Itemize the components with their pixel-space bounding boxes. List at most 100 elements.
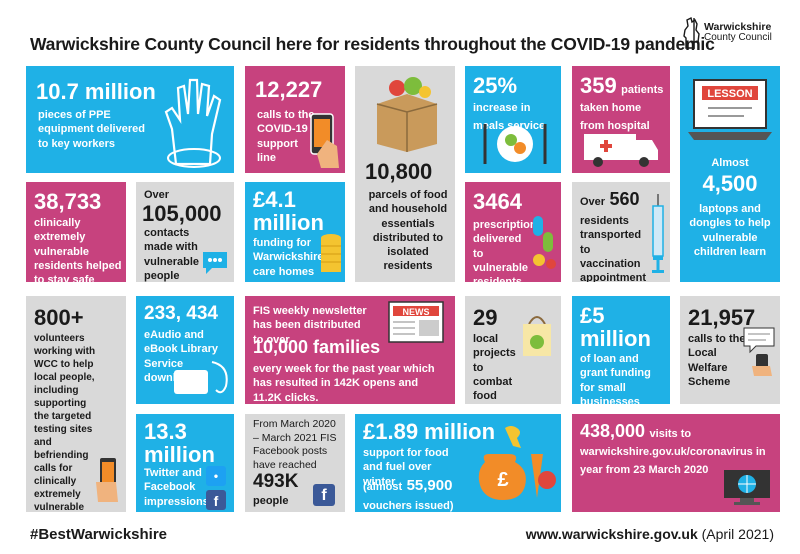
patients-text: patients taken home from hospital xyxy=(580,84,664,132)
contacts-value: 105,000 xyxy=(142,201,222,226)
meals-value: 25% xyxy=(473,73,518,98)
tile-facebook: From March 2020 – March 2021 FIS Faceboo… xyxy=(245,414,345,512)
tile-newsletter: FIS weekly newsletter has been distribut… xyxy=(245,296,455,404)
bag-apple-icon xyxy=(523,316,551,356)
tile-parcels: 10,800 parcels of food and household ess… xyxy=(355,66,455,282)
tile-library: 233, 434 eAudio and eBook Library Servic… xyxy=(136,296,234,404)
parcels-text: parcels of food and household essentials… xyxy=(368,189,448,273)
monitor-globe-icon xyxy=(724,470,770,505)
facebook-value: 493K xyxy=(253,471,299,492)
loans-text: of loan and grant funding for small busi… xyxy=(580,353,651,404)
transport-value: 560 xyxy=(609,189,640,209)
coin-stack-icon xyxy=(321,234,341,272)
visits-text: visits to warwickshire.gov.uk/coronaviru… xyxy=(580,428,766,476)
contacts-text: contacts made with vulnerable people xyxy=(144,227,200,282)
meals-text: increase in meals service xyxy=(473,101,546,132)
lesson-sign: LESSON xyxy=(707,88,752,100)
contacts-pre: Over xyxy=(144,189,170,201)
tile-transport: Over 560 residents transported to vaccin… xyxy=(572,182,670,282)
twitter-value: 13.3 million xyxy=(144,419,215,468)
food-value2: 55,900 xyxy=(406,477,453,494)
tile-funding: £4.1 million funding for Warwickshire ca… xyxy=(245,182,345,282)
chat-bubble-icon xyxy=(203,252,227,274)
logo-line1: Warwickshire xyxy=(704,21,772,33)
library-value: 233, 434 xyxy=(144,303,218,324)
projects-text: local projects to combat food poverty xyxy=(473,333,516,403)
twitter-text: Twitter and Facebook impressions xyxy=(144,467,209,508)
laptops-text: laptops and dongles to help vulnerable c… xyxy=(689,203,771,258)
laptops-value: 4,500 xyxy=(702,171,758,196)
twitter-icon: • xyxy=(206,466,226,486)
tile-ppe: 10.7 million pieces of PPE equipment del… xyxy=(26,66,234,173)
tile-prescriptions: 3464 prescriptions delivered to vulnerab… xyxy=(465,182,561,282)
calls-text: calls to the COVID-19 support line xyxy=(257,109,315,164)
transport-text: residents transported to vaccination app… xyxy=(580,215,646,282)
volunteers-value: 800+ xyxy=(34,305,84,330)
loans-value: £5 million xyxy=(580,303,651,352)
food-text3: (almost xyxy=(363,481,403,493)
welfare-value: 21,957 xyxy=(688,305,756,330)
headphones-tablet-icon xyxy=(174,361,228,394)
welfare-text: calls to the Local Welfare Scheme xyxy=(688,333,746,388)
volunteers-text: volunteers working with WCC to help loca… xyxy=(34,333,96,512)
pills-icon xyxy=(533,216,556,269)
website-link[interactable]: www.warwickshire.gov.uk xyxy=(525,526,698,542)
laptop-icon: LESSON xyxy=(688,79,772,140)
footer-date: (April 2021) xyxy=(701,526,774,542)
tile-volunteers: 800+ volunteers working with WCC to help… xyxy=(26,296,126,512)
svg-text:£: £ xyxy=(497,469,508,491)
vulnerable-text: clinically extremely vulnerable resident… xyxy=(34,217,122,282)
hand-phone-icon xyxy=(96,458,118,502)
council-logo: Warwickshire County Council xyxy=(680,14,790,58)
newsletter-value: 10,000 families xyxy=(253,337,381,357)
tile-visits: 438,000 visits to warwickshire.gov.uk/co… xyxy=(572,414,780,512)
newspaper-icon: NEWS xyxy=(388,301,444,343)
tile-meals: 25% increase in meals service xyxy=(465,66,561,173)
bear-logo-icon xyxy=(683,16,700,49)
ppe-text: pieces of PPE equipment delivered to key… xyxy=(38,109,145,150)
call-bubble-icon xyxy=(743,327,775,376)
library-text: eAudio and eBook Library Service downloa… xyxy=(144,329,218,384)
facebook-text: From March 2020 – March 2021 FIS Faceboo… xyxy=(253,418,337,471)
tile-twitter: 13.3 million Twitter and Facebook impres… xyxy=(136,414,234,512)
prescriptions-text: prescriptions delivered to vulnerable re… xyxy=(473,219,543,282)
tile-vulnerable: 38,733 clinically extremely vulnerable r… xyxy=(26,182,126,282)
ambulance-icon xyxy=(584,134,658,167)
parcels-value: 10,800 xyxy=(365,159,433,184)
tile-projects: 29 local projects to combat food poverty xyxy=(465,296,561,404)
facebook-icon: f xyxy=(206,490,226,510)
parcel-box-icon xyxy=(376,77,438,152)
facebook-people: people xyxy=(253,495,289,507)
logo-line2: County Council xyxy=(704,32,772,43)
patients-value: 359 xyxy=(580,73,617,98)
funding-value: £4.1 million xyxy=(253,187,324,236)
transport-pre: Over xyxy=(580,196,606,208)
tile-contacts: Over 105,000 contacts made with vulnerab… xyxy=(136,182,234,282)
newsletter-text1: FIS weekly newsletter has been distribut… xyxy=(253,305,367,346)
tile-calls: 12,227 calls to the COVID-19 support lin… xyxy=(245,66,345,173)
projects-value: 29 xyxy=(473,305,498,330)
food-value: £1.89 million xyxy=(363,419,496,444)
phone-icon xyxy=(310,113,339,168)
syringe-icon xyxy=(652,194,664,273)
tile-food: £1.89 million support for food and fuel … xyxy=(355,414,561,512)
laptops-pre: Almost xyxy=(711,157,749,169)
food-text: support for food and fuel over winter xyxy=(363,447,449,488)
page-title: Warwickshire County Council here for res… xyxy=(30,34,715,54)
money-bag-food-icon: £ xyxy=(478,426,556,500)
vulnerable-value: 38,733 xyxy=(34,189,102,214)
prescriptions-value: 3464 xyxy=(473,189,522,214)
funding-text: funding for Warwickshire care homes xyxy=(253,237,324,278)
tile-welfare: 21,957 calls to the Local Welfare Scheme xyxy=(680,296,780,404)
meal-plate-icon xyxy=(483,124,547,164)
tile-laptops: LESSON Almost 4,500 laptops and dongles … xyxy=(680,66,780,282)
calls-value: 12,227 xyxy=(255,77,323,102)
news-sign: NEWS xyxy=(403,307,430,317)
glove-icon xyxy=(164,78,222,168)
tile-loans: £5 million of loan and grant funding for… xyxy=(572,296,670,404)
newsletter-text2: every week for the past year which has r… xyxy=(253,363,435,404)
tile-patients: 359 patients taken home from hospital xyxy=(572,66,670,173)
hashtag: #BestWarwickshire xyxy=(30,526,168,543)
ppe-value: 10.7 million xyxy=(36,79,156,104)
facebook-logo-icon: f xyxy=(313,484,335,506)
